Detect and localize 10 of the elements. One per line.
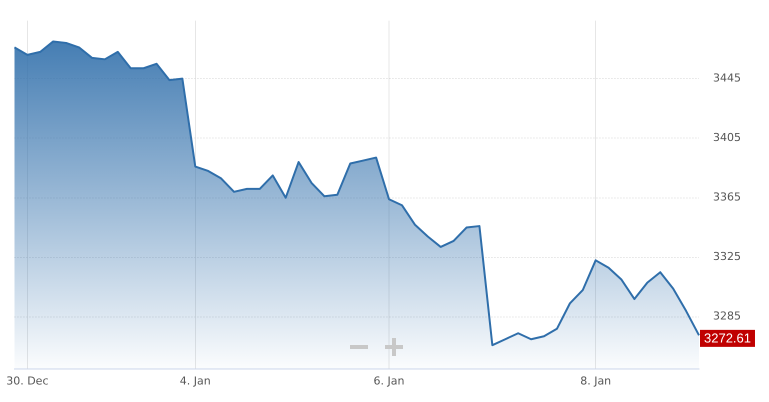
y-tick-label: 3405 [713,131,741,144]
x-tick-label: 6. Jan [374,374,405,388]
x-tick-label: 8. Jan [580,374,612,388]
y-tick-label: 3445 [713,72,741,85]
y-tick-label: 3365 [713,190,741,204]
y-tick-label: 3285 [713,310,741,323]
x-tick-label: 30. Dec [6,374,49,388]
x-tick-label: 4. Jan [180,374,211,388]
data-label: 3272.61 [704,330,751,346]
y-tick-label: 3325 [713,250,741,264]
